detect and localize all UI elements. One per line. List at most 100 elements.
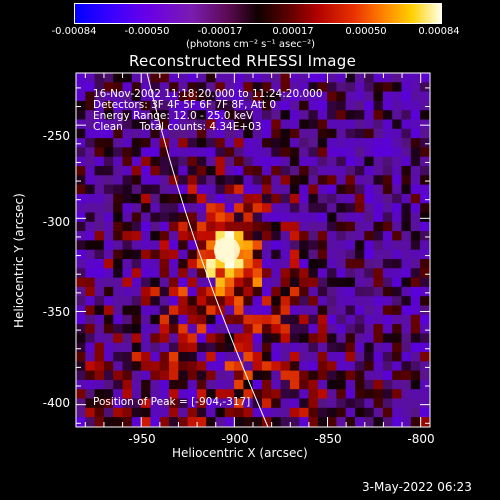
image-pixel (289, 398, 300, 409)
image-pixel (420, 296, 430, 307)
image-pixel (103, 277, 114, 288)
image-pixel (224, 379, 235, 390)
image-pixel (420, 175, 430, 186)
image-pixel (355, 342, 365, 353)
image-pixel (308, 361, 319, 372)
image-pixel (401, 231, 412, 241)
image-pixel (178, 231, 189, 241)
image-pixel (308, 370, 319, 381)
image-pixel (243, 361, 254, 372)
image-pixel (187, 100, 198, 111)
image-pixel (159, 296, 170, 307)
image-pixel (103, 296, 114, 307)
image-pixel (169, 184, 179, 195)
image-pixel (401, 389, 412, 400)
image-pixel (280, 342, 291, 353)
image-pixel (113, 379, 124, 390)
image-pixel (345, 352, 356, 362)
image-pixel (364, 73, 375, 83)
image-pixel (178, 249, 189, 260)
image-pixel (141, 100, 151, 111)
image-pixel (234, 379, 244, 390)
image-pixel (410, 156, 421, 167)
image-pixel (206, 314, 217, 325)
image-pixel (373, 240, 384, 251)
image-pixel (113, 407, 124, 418)
image-pixel (103, 305, 114, 316)
image-pixel (131, 286, 142, 297)
image-pixel (196, 352, 207, 362)
image-pixel (85, 175, 96, 186)
image-pixel (224, 286, 235, 297)
image-pixel (317, 296, 328, 307)
image-pixel (280, 147, 291, 158)
image-pixel (113, 156, 124, 167)
image-pixel (382, 221, 393, 232)
image-pixel (317, 203, 328, 214)
image-pixel (401, 166, 412, 176)
image-pixel (187, 407, 198, 418)
image-pixel (103, 128, 114, 139)
image-pixel (103, 240, 114, 251)
image-pixel (178, 379, 189, 390)
image-pixel (187, 286, 198, 297)
image-pixel (308, 268, 319, 279)
image-pixel (289, 100, 300, 111)
image-pixel (336, 296, 347, 307)
image-pixel (355, 231, 365, 241)
image-pixel (355, 193, 365, 204)
image-pixel (271, 212, 282, 223)
image-pixel (122, 361, 133, 372)
image-pixel (243, 342, 254, 353)
image-pixel (280, 119, 291, 130)
image-pixel (308, 286, 319, 297)
image-pixel (178, 166, 189, 176)
image-pixel (131, 379, 142, 390)
image-pixel (373, 100, 384, 111)
image-pixel (131, 119, 142, 130)
image-pixel (289, 156, 300, 167)
image-pixel (317, 352, 328, 362)
image-pixel (280, 398, 291, 409)
image-pixel (280, 184, 291, 195)
image-pixel (243, 417, 254, 427)
image-pixel (122, 203, 133, 214)
image-pixel (271, 175, 282, 186)
image-pixel (131, 417, 142, 427)
image-pixel (271, 324, 282, 334)
image-pixel (345, 333, 356, 344)
image-pixel (317, 249, 328, 260)
image-pixel (169, 370, 179, 381)
image-pixel (150, 166, 161, 176)
image-pixel (76, 128, 86, 139)
image-pixel (420, 128, 430, 139)
image-pixel (373, 166, 384, 176)
image-pixel (262, 91, 272, 102)
image-pixel (327, 277, 337, 288)
image-pixel (122, 277, 133, 288)
image-pixel (234, 212, 244, 223)
image-pixel (327, 286, 337, 297)
image-pixel (76, 231, 86, 241)
image-pixel (159, 147, 170, 158)
image-pixel (327, 128, 337, 139)
image-pixel (215, 193, 226, 204)
image-pixel (122, 73, 133, 83)
image-pixel (271, 389, 282, 400)
image-pixel (159, 314, 170, 325)
image-pixel (178, 138, 189, 148)
image-pixel (178, 110, 189, 121)
image-pixel (280, 166, 291, 176)
image-pixel (122, 166, 133, 176)
image-pixel (327, 110, 337, 121)
image-pixel (103, 249, 114, 260)
image-pixel (252, 249, 263, 260)
image-pixel (150, 203, 161, 214)
image-pixel (252, 305, 263, 316)
image-pixel (113, 147, 124, 158)
image-pixel (113, 417, 124, 427)
image-pixel (401, 147, 412, 158)
image-pixel (317, 417, 328, 427)
image-pixel (169, 91, 179, 102)
image-pixel (150, 138, 161, 148)
